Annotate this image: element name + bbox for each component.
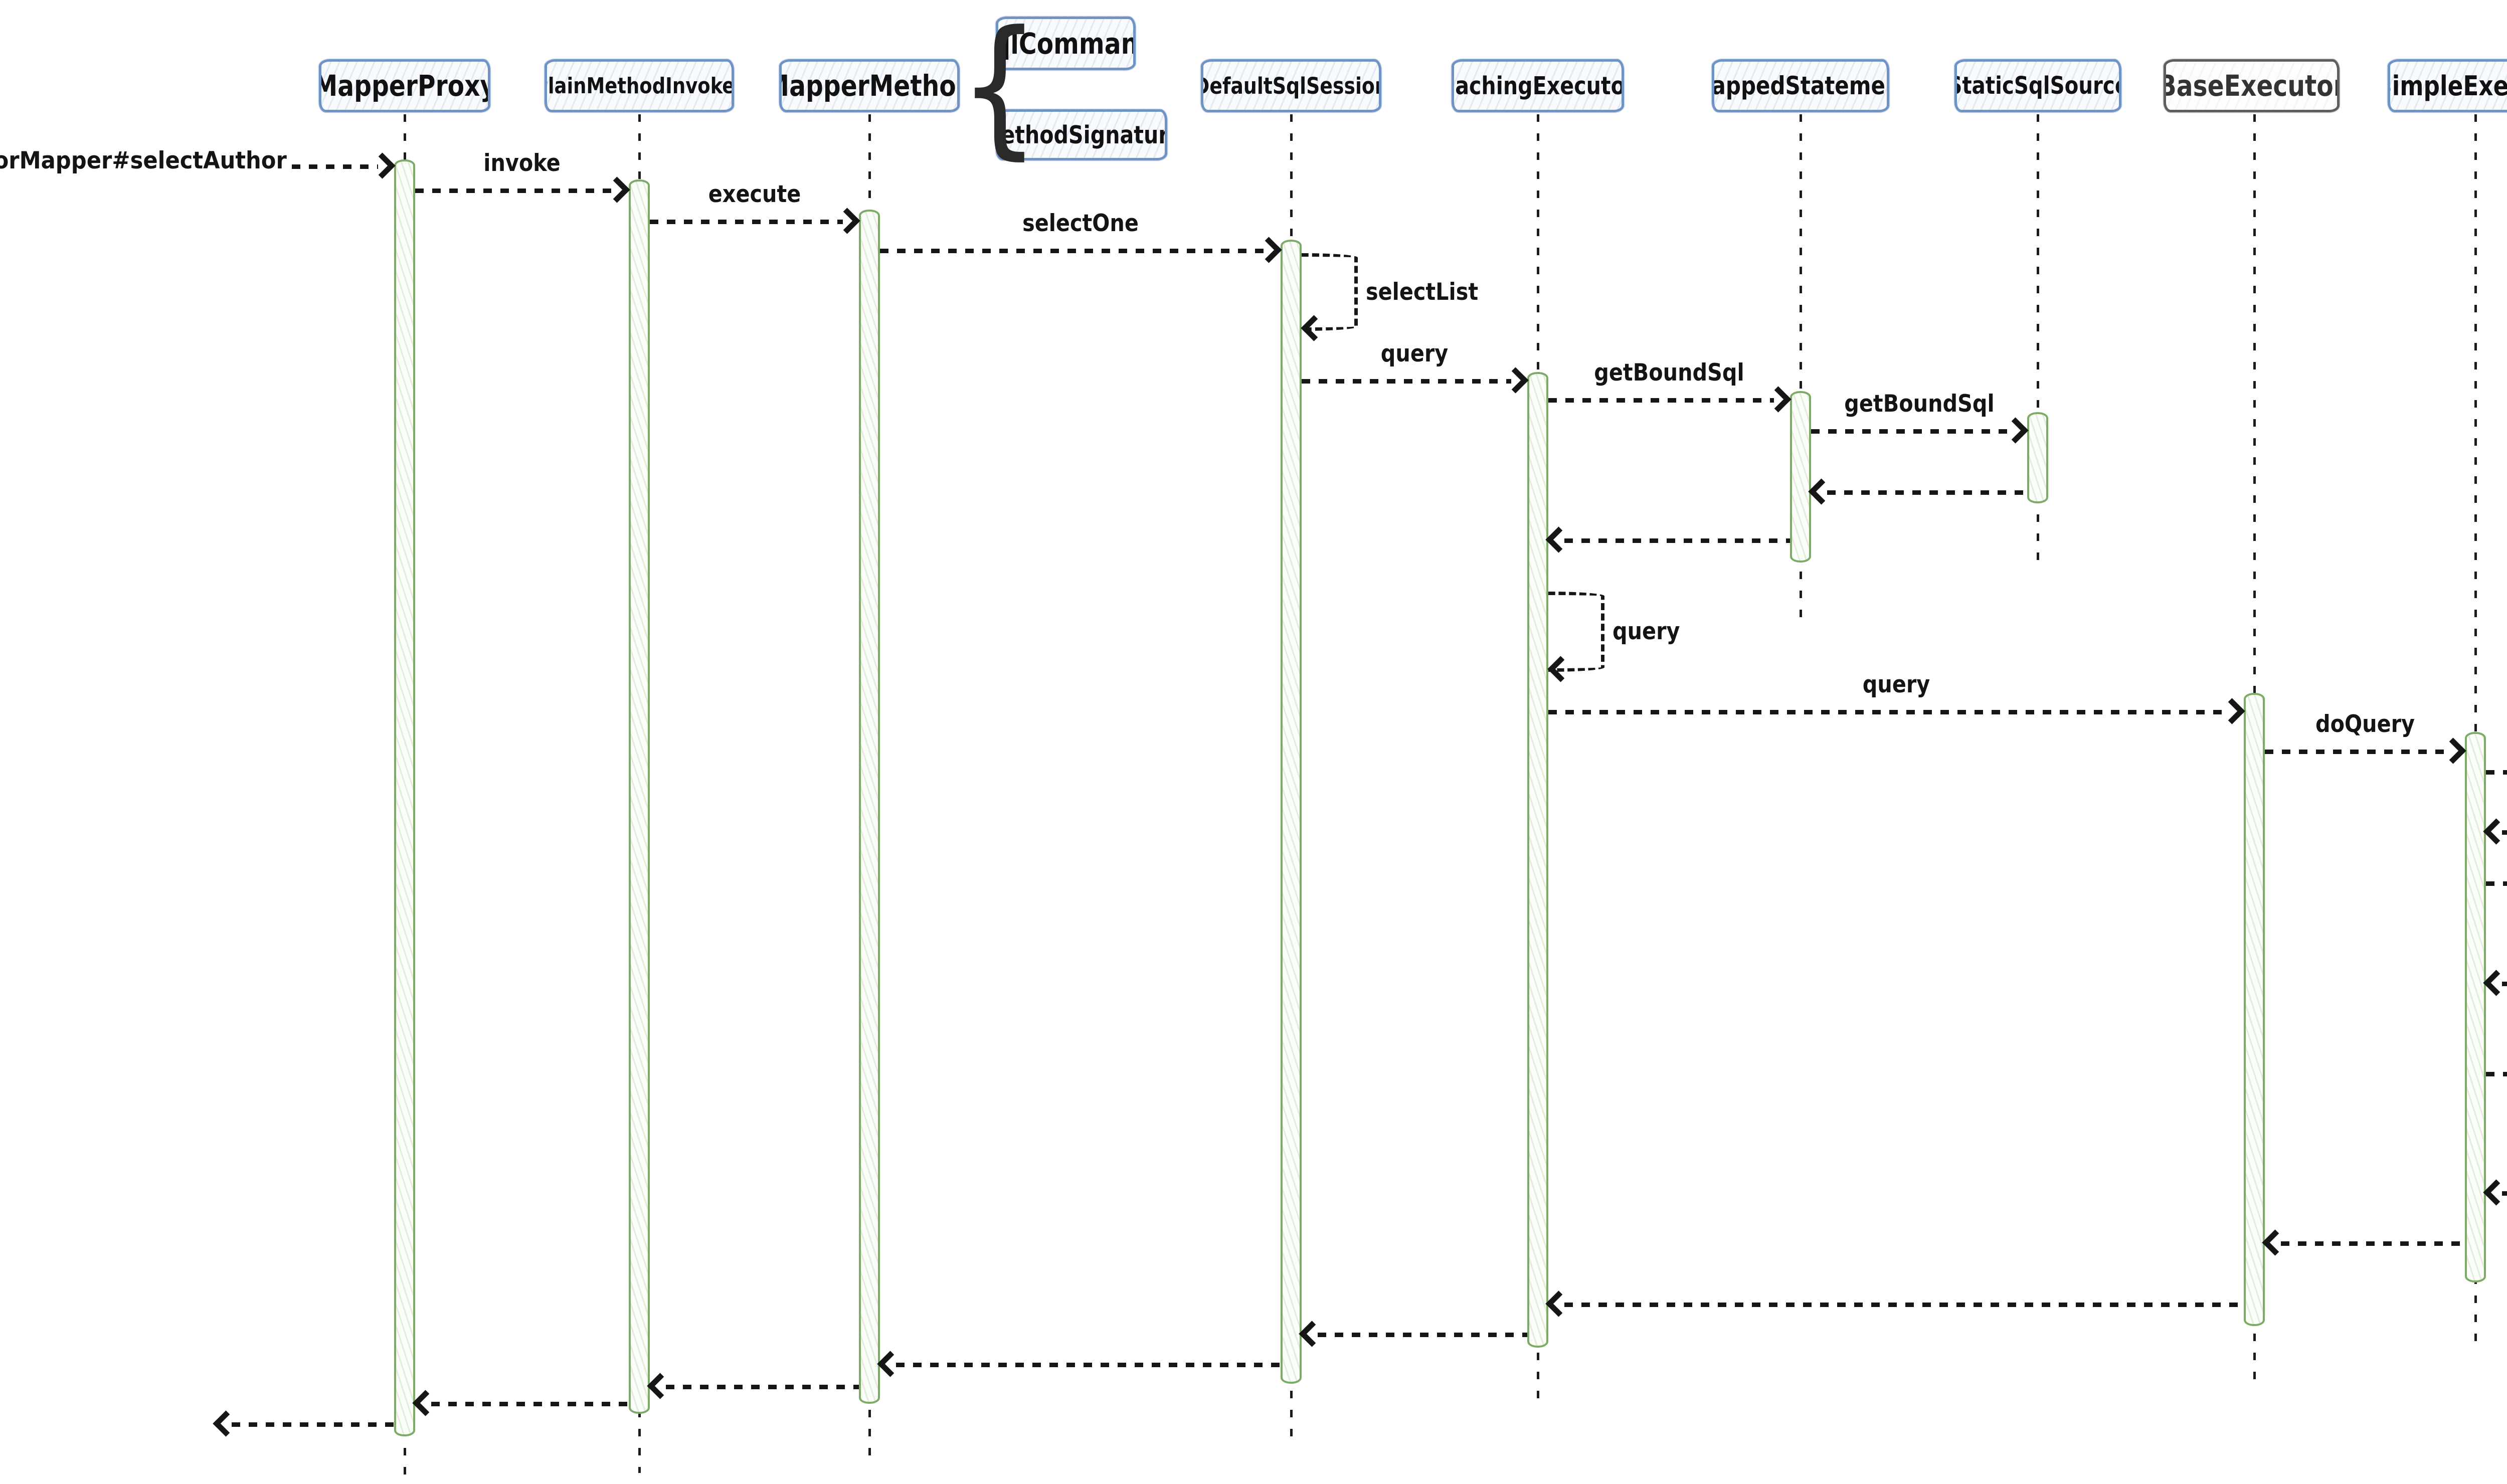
return-message-22-line (2281, 1241, 2465, 1246)
return-message-17-line (2502, 982, 2507, 986)
message-query-3-arrowhead (1502, 367, 1529, 394)
participant-box-static-sql-source-label: StaticSqlSource (1954, 72, 2121, 100)
return-message-26-arrowhead (647, 1373, 673, 1399)
message-execute-1-arrowhead (834, 208, 860, 234)
participant-box-simple-executor-label: SimpleExecutor (2390, 70, 2507, 102)
message-query-18-line (2486, 1072, 2507, 1076)
activation-bar-simple-executor-8 (2465, 732, 2486, 1282)
message-get-bound-sql-5-line (1811, 429, 2011, 434)
message-select-one-2-line (880, 249, 1265, 253)
return-message-25-line (896, 1363, 1281, 1367)
lifeline-mapped-statement (1800, 114, 1802, 622)
participant-box-mapper-proxy: MapperProxy (319, 59, 490, 112)
self-loop-select-list-arc (1302, 253, 1358, 331)
message-select-one-2-arrowhead (1256, 237, 1282, 263)
class-box-method-signature-label: MethodSignature (998, 120, 1165, 149)
message-get-bound-sql-4-label: getBoundSql (1594, 359, 1744, 387)
return-message-25-arrowhead (877, 1351, 904, 1377)
return-message-21-arrowhead (2483, 1179, 2507, 1206)
class-box-sql-command: SqlCommand (996, 17, 1136, 70)
return-message-23-line (1564, 1303, 2244, 1307)
participant-box-mapper-method: MapperMethod (779, 59, 960, 112)
return-message-27-arrowhead (412, 1390, 439, 1416)
class-box-method-signature: MethodSignature (996, 109, 1167, 160)
participant-box-plain-method-invoker: PlainMethodInvoker (545, 59, 734, 112)
message-query-3-line (1302, 379, 1511, 384)
activation-bar-caching-executor-4 (1527, 372, 1548, 1348)
lifeline-static-sql-source (2037, 114, 2039, 563)
message-query-8-line (1548, 710, 2228, 714)
participant-box-mapped-statement-label: MappedStatement (1712, 71, 1887, 100)
message-get-bound-sql-5-label: getBoundSql (1844, 390, 1995, 418)
message-select-one-2-label: selectOne (1022, 210, 1139, 237)
participant-box-base-executor: BaseExecutor (2164, 59, 2340, 112)
message-do-query-9-line (2265, 750, 2449, 754)
return-message-6-line (1827, 490, 2027, 495)
return-message-7-arrowhead (1545, 526, 1572, 553)
message-found-call-arrowhead (369, 152, 396, 179)
return-message-17-arrowhead (2483, 970, 2507, 996)
return-message-22-arrowhead (2262, 1229, 2288, 1256)
message-get-bound-sql-5-arrowhead (2002, 417, 2029, 444)
found-message-label: AuthorMapper#selectAuthor (0, 147, 287, 174)
message-query-8-arrowhead (2219, 698, 2245, 724)
activation-bar-mapped-statement-5 (1790, 391, 1811, 563)
participant-box-default-sql-session: DefaultSqlSession (1201, 59, 1381, 112)
message-do-query-9-label: doQuery (2315, 710, 2415, 738)
return-message-27-line (431, 1402, 629, 1406)
return-message-6-arrowhead (1808, 478, 1835, 505)
activation-bar-static-sql-source-6 (2027, 412, 2048, 503)
message-execute-1-line (650, 220, 843, 224)
return-message-26-line (666, 1385, 859, 1389)
participant-box-mapper-method-label: MapperMethod (782, 69, 957, 103)
return-message-11-line (2502, 830, 2507, 835)
message-invoke-0-label: invoke (483, 149, 561, 177)
class-box-sql-command-label: SqlCommand (998, 26, 1133, 61)
participant-box-caching-executor: CachingExecutor (1452, 59, 1624, 112)
self-loop-select-list-label: selectList (1366, 278, 1479, 306)
return-message-11-arrowhead (2483, 818, 2507, 845)
message-invoke-0-line (415, 189, 613, 193)
return-message-7-line (1564, 538, 1790, 543)
activation-bar-mapper-method-2 (859, 210, 880, 1404)
participant-box-static-sql-source: StaticSqlSource (1954, 59, 2121, 112)
message-query-8-label: query (1862, 671, 1930, 698)
return-message-28-line (232, 1422, 394, 1427)
self-loop-query-arc (1548, 592, 1604, 672)
participant-box-mapped-statement: MappedStatement (1712, 59, 1889, 112)
return-message-24-arrowhead (1299, 1321, 1325, 1347)
participant-box-caching-executor-label: CachingExecutor (1454, 71, 1624, 100)
return-message-21-line (2502, 1191, 2507, 1196)
activation-bar-base-executor-7 (2244, 693, 2265, 1326)
return-message-28-arrowhead (213, 1410, 239, 1437)
participant-box-base-executor-label: BaseExecutor (2164, 69, 2340, 103)
participant-box-simple-executor: SimpleExecutor (2388, 59, 2507, 112)
self-loop-query-label: query (1613, 618, 1680, 645)
message-prepare-10-line (2486, 770, 2507, 775)
grouping-brace: { (959, 0, 1040, 173)
message-get-bound-sql-4-arrowhead (1765, 386, 1792, 413)
message-execute-1-label: execute (708, 180, 801, 208)
lifeline-simple-executor (2474, 114, 2477, 1342)
participant-box-default-sql-session-label: DefaultSqlSession (1201, 72, 1381, 99)
message-do-query-9-arrowhead (2440, 737, 2466, 764)
participant-box-mapper-proxy-label: MapperProxy (319, 69, 490, 103)
activation-bar-plain-method-invoker-1 (629, 179, 650, 1414)
activation-bar-mapper-proxy-0 (394, 159, 415, 1436)
message-get-bound-sql-4-line (1548, 398, 1774, 403)
participant-box-plain-method-invoker-label: PlainMethodInvoker (545, 73, 734, 99)
return-message-24-line (1318, 1333, 1527, 1337)
return-message-23-arrowhead (1545, 1290, 1572, 1317)
message-invoke-0-arrowhead (604, 176, 630, 203)
message-parameterize-12-line (2486, 881, 2507, 886)
activation-bar-default-sql-session-3 (1281, 240, 1302, 1384)
message-found-call-line (292, 164, 378, 169)
message-query-3-label: query (1380, 340, 1449, 367)
